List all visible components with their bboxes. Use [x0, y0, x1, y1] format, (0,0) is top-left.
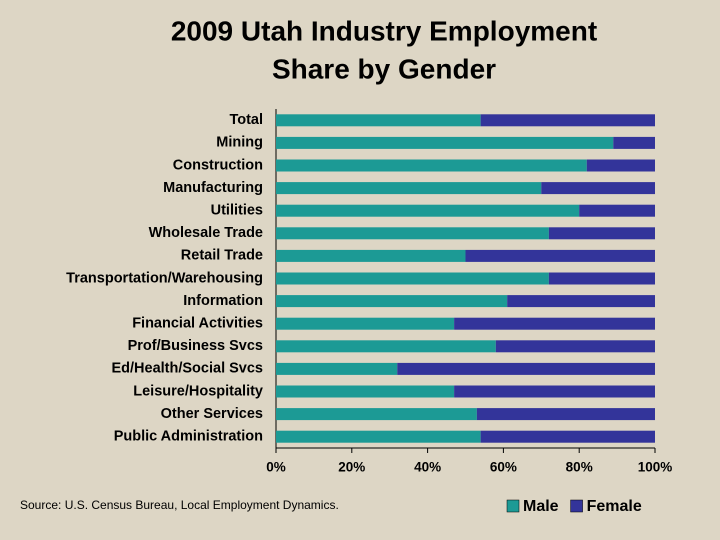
y-tick-label: Manufacturing	[163, 180, 263, 196]
bar-segment	[276, 227, 549, 240]
x-tick-label: 100%	[638, 460, 673, 475]
bar-segment	[480, 114, 655, 127]
y-tick-label: Total	[229, 112, 263, 128]
bar-segment	[454, 317, 655, 330]
bar-segment	[454, 385, 655, 398]
bar-segment	[276, 272, 549, 285]
bar-segment	[276, 362, 398, 375]
legend-label: Male	[523, 498, 559, 515]
bar-segment	[579, 204, 655, 217]
bar-segment	[613, 136, 655, 149]
x-tick-label: 20%	[338, 460, 365, 475]
bar-segment	[586, 159, 655, 172]
bar-segment	[276, 159, 587, 172]
legend-swatch	[506, 499, 520, 513]
bar-segment	[276, 295, 508, 308]
bar-segment	[276, 385, 455, 398]
chart-title: 2009 Utah Industry Employment	[171, 15, 597, 46]
y-tick-label: Financial Activities	[132, 316, 263, 332]
y-tick-label: Other Services	[161, 406, 263, 422]
bar-segment	[276, 430, 481, 443]
y-tick-label: Leisure/Hospitality	[133, 383, 263, 399]
bar-segment	[276, 249, 466, 262]
bar-segment	[397, 362, 655, 375]
bar-segment	[548, 227, 655, 240]
y-tick-label: Ed/Health/Social Svcs	[111, 361, 263, 377]
bar-segment	[541, 182, 655, 195]
bar-segment	[276, 340, 496, 353]
chart-subtitle: Share by Gender	[272, 53, 496, 84]
bar-segment	[495, 340, 655, 353]
bar-segment	[276, 182, 542, 195]
y-tick-label: Prof/Business Svcs	[128, 338, 263, 354]
bar-segment	[276, 317, 455, 330]
legend-label: Female	[587, 498, 642, 515]
bar-segment	[276, 204, 580, 217]
y-tick-label: Wholesale Trade	[149, 225, 263, 241]
bar-segment	[480, 430, 655, 443]
y-tick-label: Public Administration	[114, 429, 263, 445]
source-note: Source: U.S. Census Bureau, Local Employ…	[20, 498, 339, 512]
bar-segment	[465, 249, 655, 262]
bar-segment	[276, 408, 477, 421]
x-tick-label: 0%	[266, 460, 286, 475]
bar-segment	[548, 272, 655, 285]
y-tick-label: Utilities	[211, 203, 263, 219]
y-tick-label: Construction	[173, 157, 263, 173]
y-tick-label: Mining	[216, 135, 263, 151]
y-tick-label: Retail Trade	[181, 248, 263, 264]
bar-segment	[276, 136, 614, 149]
bar-segment	[276, 114, 481, 127]
x-tick-label: 80%	[566, 460, 593, 475]
y-tick-label: Information	[183, 293, 263, 309]
bar-segment	[476, 408, 655, 421]
y-tick-label: Transportation/Warehousing	[66, 270, 263, 286]
legend-swatch	[570, 499, 583, 513]
bar-segment	[507, 295, 655, 308]
x-tick-label: 60%	[490, 460, 517, 475]
x-tick-label: 40%	[414, 460, 441, 475]
